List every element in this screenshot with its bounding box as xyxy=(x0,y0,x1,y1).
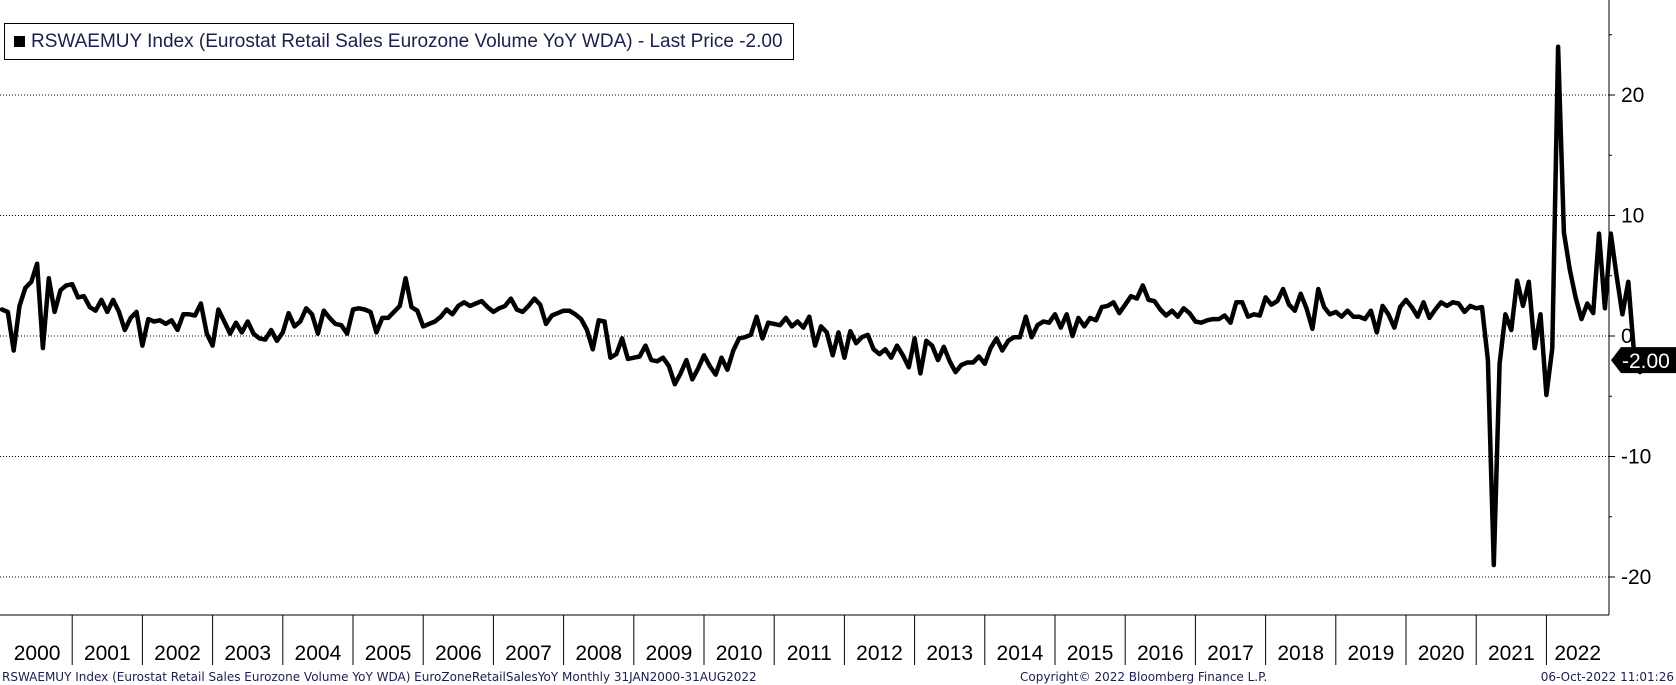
gridlines xyxy=(0,94,1609,578)
last-value-label: -2.00 xyxy=(1611,347,1676,374)
year-label: 2013 xyxy=(926,642,973,665)
year-label: 2006 xyxy=(435,642,482,665)
year-label: 2012 xyxy=(856,642,903,665)
year-label: 2010 xyxy=(716,642,763,665)
series-line xyxy=(0,44,1654,568)
footer-timestamp: 06-Oct-2022 11:01:26 xyxy=(1540,670,1674,684)
y-tick-label: -10 xyxy=(1621,446,1651,469)
year-label: 2004 xyxy=(295,642,342,665)
y-tick-label: 20 xyxy=(1621,84,1644,107)
year-label: 2022 xyxy=(1554,642,1601,665)
year-label: 2020 xyxy=(1418,642,1465,665)
year-label: 2008 xyxy=(575,642,622,665)
year-label: 2018 xyxy=(1277,642,1324,665)
last-value-text: -2.00 xyxy=(1622,350,1670,373)
y-tick-label: 0 xyxy=(1621,325,1633,348)
year-label: 2001 xyxy=(84,642,131,665)
year-label: 2019 xyxy=(1348,642,1395,665)
footer-description: RSWAEMUY Index (Eurostat Retail Sales Eu… xyxy=(2,670,757,684)
year-label: 2000 xyxy=(14,642,61,665)
footer-copyright: Copyright© 2022 Bloomberg Finance L.P. xyxy=(1020,670,1268,684)
year-label: 2011 xyxy=(787,642,832,665)
y-tick-label: -20 xyxy=(1621,566,1651,589)
x-axis: 2000 2001 2002 2003 2004 2005 2006 2007 2008 2009… xyxy=(0,614,1609,665)
legend: RSWAEMUY Index (Eurostat Retail Sales Eu… xyxy=(4,23,794,60)
legend-text: RSWAEMUY Index (Eurostat Retail Sales Eu… xyxy=(31,30,783,52)
y-axis: 20 10 0 -10 -20 xyxy=(1608,0,1651,615)
year-label: 2014 xyxy=(997,642,1044,665)
year-label: 2003 xyxy=(224,642,271,665)
year-label: 2017 xyxy=(1207,642,1254,665)
legend-swatch xyxy=(14,36,25,47)
y-tick-label: 10 xyxy=(1621,205,1644,228)
year-label: 2021 xyxy=(1488,642,1535,665)
year-label: 2005 xyxy=(365,642,412,665)
year-label: 2007 xyxy=(505,642,552,665)
year-label: 2015 xyxy=(1067,642,1114,665)
year-label: 2016 xyxy=(1137,642,1184,665)
series-group xyxy=(0,44,1654,568)
year-label: 2002 xyxy=(154,642,201,665)
year-label: 2009 xyxy=(646,642,693,665)
last-value-box xyxy=(1611,347,1676,374)
